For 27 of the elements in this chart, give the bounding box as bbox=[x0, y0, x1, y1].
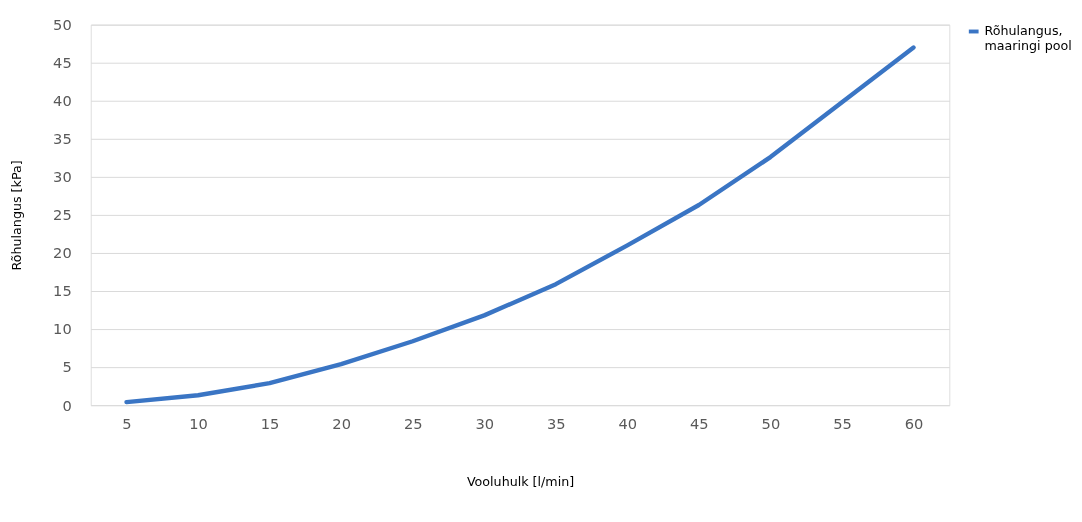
line-series bbox=[124, 45, 916, 405]
y-tick-label: 5 bbox=[62, 358, 72, 376]
x-tick-label: 40 bbox=[618, 415, 638, 433]
y-tick-label: 25 bbox=[53, 206, 72, 224]
y-tick-label: 50 bbox=[53, 16, 72, 34]
x-tick-label: 30 bbox=[475, 415, 495, 433]
y-tick-label: 20 bbox=[53, 244, 72, 262]
y-tick-label: 45 bbox=[53, 54, 72, 72]
y-tick-label: 35 bbox=[53, 130, 72, 148]
y-tick-label: 15 bbox=[53, 282, 72, 300]
x-tick-label: 5 bbox=[122, 415, 132, 433]
y-tick-label: 10 bbox=[53, 320, 72, 338]
y-axis-title: Rõhulangus [kPa] bbox=[8, 160, 24, 271]
y-tick-label: 0 bbox=[62, 396, 72, 414]
legend-label: Rõhulangus, maaringi pool bbox=[984, 23, 1072, 54]
x-tick-label: 25 bbox=[403, 415, 423, 433]
y-tick-label: 30 bbox=[53, 168, 72, 186]
x-tick-label: 15 bbox=[260, 415, 280, 433]
x-tick-label: 45 bbox=[690, 415, 709, 433]
x-tick-label: 20 bbox=[332, 415, 351, 433]
x-tick-label: 35 bbox=[546, 415, 566, 433]
y-tick-label: 40 bbox=[53, 92, 72, 110]
x-tick-label: 50 bbox=[761, 415, 781, 433]
x-tick-label: 10 bbox=[189, 415, 208, 433]
x-tick-label: 55 bbox=[833, 415, 852, 433]
x-tick-label: 60 bbox=[904, 415, 924, 433]
x-axis-title: Vooluhulk [l/min] bbox=[466, 473, 575, 489]
